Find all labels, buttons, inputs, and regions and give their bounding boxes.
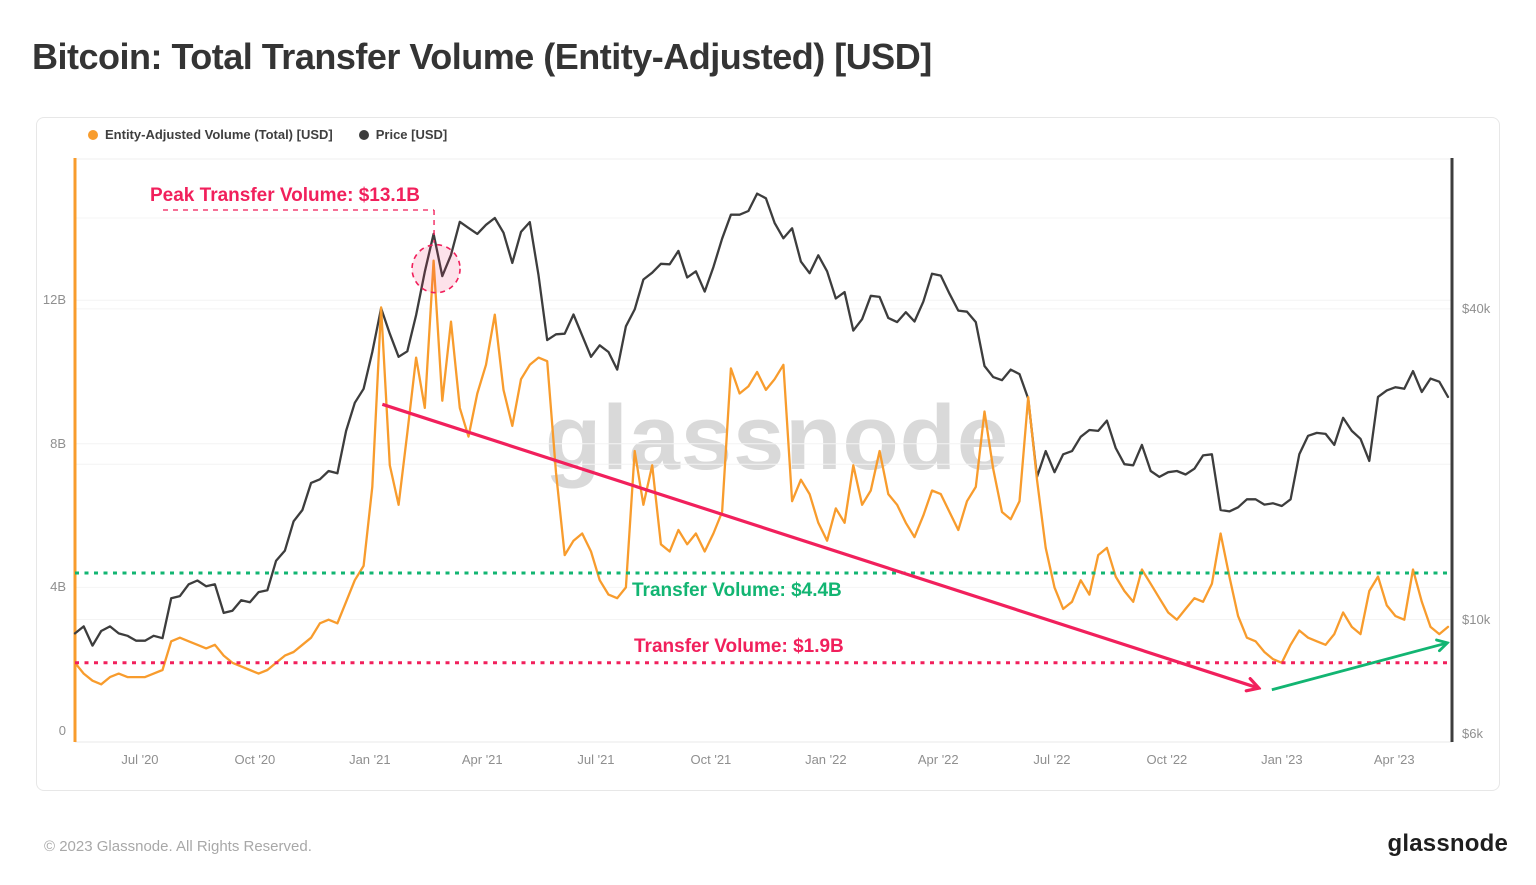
legend-item-volume-label: Entity-Adjusted Volume (Total) [USD] xyxy=(105,127,333,142)
price-legend-dot-icon xyxy=(358,129,369,140)
x-tick-label: Oct '22 xyxy=(1146,752,1188,767)
volume-legend-dot-icon xyxy=(88,129,98,140)
volume-tick-label: 0 xyxy=(58,723,66,738)
volume-tick-label: 4B xyxy=(50,579,66,595)
x-tick-label: Jul '21 xyxy=(577,752,615,767)
price-tick-label: $6k xyxy=(1462,726,1483,741)
copyright-notice: © 2023 Glassnode. All Rights Reserved. xyxy=(44,838,312,855)
x-tick-label: Jan '22 xyxy=(805,752,847,767)
x-tick-label: Jul '22 xyxy=(1033,752,1071,767)
page-title: Bitcoin: Total Transfer Volume (Entity-A… xyxy=(32,36,932,77)
chart-legend: Entity-Adjusted Volume (Total) [USD] Pri… xyxy=(88,127,447,142)
volume-tick-label: 12B xyxy=(42,292,66,308)
x-tick-label: Oct '20 xyxy=(234,752,276,767)
x-tick-label: Jan '23 xyxy=(1261,752,1303,767)
x-tick-label: Jan '21 xyxy=(349,752,391,767)
price-tick-label: $40k xyxy=(1462,300,1491,316)
volume-tick-label: 8B xyxy=(50,435,66,451)
upper-threshold-annotation: Transfer Volume: $4.4B xyxy=(632,580,842,602)
legend-item-price[interactable]: Price [USD] xyxy=(358,127,448,142)
x-tick-label: Jul '20 xyxy=(121,752,159,767)
peak-transfer-volume-annotation: Peak Transfer Volume: $13.1B xyxy=(150,185,420,206)
price-tick-label: $10k xyxy=(1462,611,1491,627)
glassnode-logo: glassnode xyxy=(1387,830,1508,857)
x-tick-label: Oct '21 xyxy=(690,752,732,767)
x-tick-label: Apr '21 xyxy=(461,752,503,767)
lower-threshold-annotation: Transfer Volume: $1.9B xyxy=(634,635,844,657)
x-tick-label: Apr '22 xyxy=(917,752,959,767)
x-tick-label: Apr '23 xyxy=(1373,752,1415,767)
legend-item-volume[interactable]: Entity-Adjusted Volume (Total) [USD] xyxy=(88,127,333,142)
legend-item-price-label: Price [USD] xyxy=(375,127,448,142)
